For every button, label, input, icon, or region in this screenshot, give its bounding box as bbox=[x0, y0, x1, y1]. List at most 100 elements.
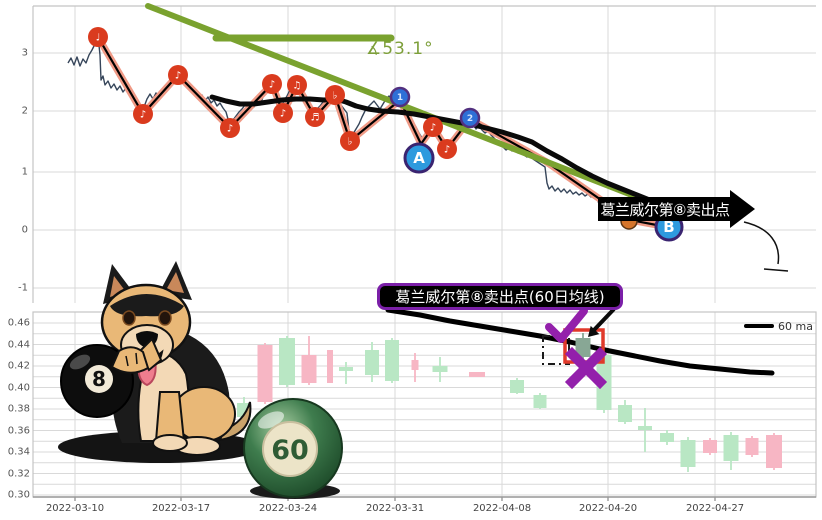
candle-body bbox=[575, 338, 591, 357]
x-date-tick-label: 2022-03-17 bbox=[151, 503, 211, 514]
legend-60ma-label: 60 ma bbox=[778, 320, 813, 333]
red-note-marker-glyph: ♫ bbox=[293, 81, 302, 92]
candle-body bbox=[339, 367, 353, 371]
dog-paw-toe-lines bbox=[125, 352, 138, 367]
red-note-marker-glyph: ♪ bbox=[430, 123, 436, 134]
sixty-ball-number-circle bbox=[262, 421, 318, 477]
red-note-marker bbox=[437, 139, 457, 159]
blue-number-marker bbox=[389, 86, 411, 108]
red-note-marker-glyph: ♪ bbox=[280, 109, 286, 120]
smooth-ma-line bbox=[209, 94, 663, 207]
candle-body bbox=[766, 435, 782, 468]
eight-ball-number-circle bbox=[85, 365, 113, 393]
red-note-marker bbox=[220, 118, 240, 138]
bottom-y-tick-label: 0.44 bbox=[7, 339, 30, 350]
marker-a-label: A bbox=[413, 149, 425, 167]
candle-body bbox=[432, 366, 448, 372]
eight-ball-number: 8 bbox=[92, 367, 106, 391]
red-note-marker bbox=[340, 131, 360, 151]
leader-curve-tick bbox=[763, 268, 789, 272]
bottom-y-tick-label: 0.32 bbox=[7, 468, 30, 479]
purple-check-arrow bbox=[545, 307, 588, 343]
top-y-tick-label: -1 bbox=[18, 282, 28, 294]
top-y-tick-label: 1 bbox=[21, 166, 28, 178]
candle-body bbox=[618, 405, 632, 422]
x-date-tick-label: 2022-04-20 bbox=[578, 503, 638, 514]
x-date-tick-label: 2022-04-08 bbox=[472, 503, 532, 514]
candle-body bbox=[365, 350, 379, 375]
candle-body bbox=[510, 380, 524, 393]
candle-body bbox=[638, 426, 652, 430]
bottom-y-tick-label: 0.38 bbox=[7, 403, 30, 415]
purple-x-mark bbox=[564, 346, 608, 390]
candle-body bbox=[257, 345, 273, 402]
red-note-marker bbox=[133, 104, 153, 124]
blue-number-marker-label: 2 bbox=[467, 114, 473, 124]
top-y-tick-label: 3 bbox=[21, 47, 28, 59]
red-note-marker-glyph: ♪ bbox=[444, 145, 450, 156]
red-note-marker bbox=[423, 117, 443, 137]
candle-body bbox=[301, 355, 317, 383]
top-y-tick-label: 2 bbox=[21, 105, 28, 117]
x-date-tick-label: 2022-04-27 bbox=[685, 503, 745, 514]
candle-body bbox=[680, 440, 696, 467]
candle-body bbox=[385, 340, 399, 381]
sell-point-ma-label: 葛兰威尔第⑧卖出点(60日均线) bbox=[377, 283, 623, 310]
candle-body bbox=[745, 438, 759, 455]
dog-illustration: 8 bbox=[58, 261, 262, 463]
red-note-marker-glyph: ♭ bbox=[333, 91, 338, 102]
bottom-y-tick-label: 0.42 bbox=[7, 360, 30, 372]
red-note-marker-glyph: ♬ bbox=[311, 113, 320, 124]
dog-eye-right bbox=[158, 310, 172, 326]
candle-body bbox=[411, 360, 419, 370]
dog-ear-right-inner bbox=[166, 272, 184, 293]
dog-front-paw bbox=[152, 434, 188, 452]
x-date-tick-label: 2022-03-31 bbox=[365, 503, 425, 514]
dog-paw-toes bbox=[110, 346, 150, 374]
bottom-y-tick-label: 0.34 bbox=[7, 446, 30, 458]
blue-number-marker bbox=[459, 107, 481, 129]
x-date-tick-label: 2022-03-10 bbox=[45, 503, 105, 514]
leader-curve bbox=[743, 221, 780, 265]
eight-ball-highlight bbox=[69, 354, 91, 370]
red-note-marker-glyph: ♭ bbox=[348, 137, 353, 148]
red-note-marker-glyph: ♪ bbox=[175, 71, 181, 82]
black-arrow-head bbox=[588, 325, 600, 337]
x-date-tick-label: 2022-03-24 bbox=[258, 503, 318, 514]
black-arrow-line bbox=[592, 307, 616, 332]
sixty-ball-number: 60 bbox=[271, 435, 309, 466]
red-note-marker-glyph: ♪ bbox=[269, 80, 275, 91]
red-note-marker bbox=[305, 107, 325, 127]
bottom-y-tick-label: 0.40 bbox=[7, 382, 30, 393]
top-y-tick-label: 0 bbox=[21, 224, 28, 236]
blue-number-marker-label: 1 bbox=[397, 93, 403, 103]
sell-point-label: 葛兰威尔第⑧卖出点 bbox=[600, 200, 730, 219]
red-note-marker bbox=[273, 103, 293, 123]
candle-body bbox=[703, 440, 717, 453]
bottom-y-tick-label: 0.46 bbox=[7, 317, 30, 329]
sixty-ball: 60 bbox=[243, 398, 343, 499]
candle-body bbox=[533, 395, 547, 408]
candle-body bbox=[660, 433, 674, 442]
sell-point-label-arrow bbox=[598, 190, 755, 228]
angle-annotation: ∡53.1° bbox=[366, 39, 434, 59]
candle-body bbox=[279, 338, 295, 385]
bottom-y-tick-label: 0.36 bbox=[7, 425, 30, 436]
dog-eye-left bbox=[122, 310, 136, 326]
red-note-marker bbox=[287, 75, 307, 95]
marker-a bbox=[403, 142, 435, 174]
red-note-marker bbox=[168, 65, 188, 85]
red-note-marker bbox=[88, 27, 108, 47]
marker-b-label: B bbox=[663, 218, 674, 236]
candle-body bbox=[327, 350, 333, 383]
candle-body bbox=[723, 435, 739, 461]
red-note-marker bbox=[262, 74, 282, 94]
red-note-marker bbox=[325, 85, 345, 105]
red-note-marker-glyph: ♩ bbox=[96, 33, 101, 44]
red-note-marker-glyph: ♪ bbox=[140, 110, 146, 121]
candle-body bbox=[469, 372, 485, 377]
dog-front-leg bbox=[154, 391, 186, 442]
red-note-marker-glyph: ♪ bbox=[227, 124, 233, 135]
